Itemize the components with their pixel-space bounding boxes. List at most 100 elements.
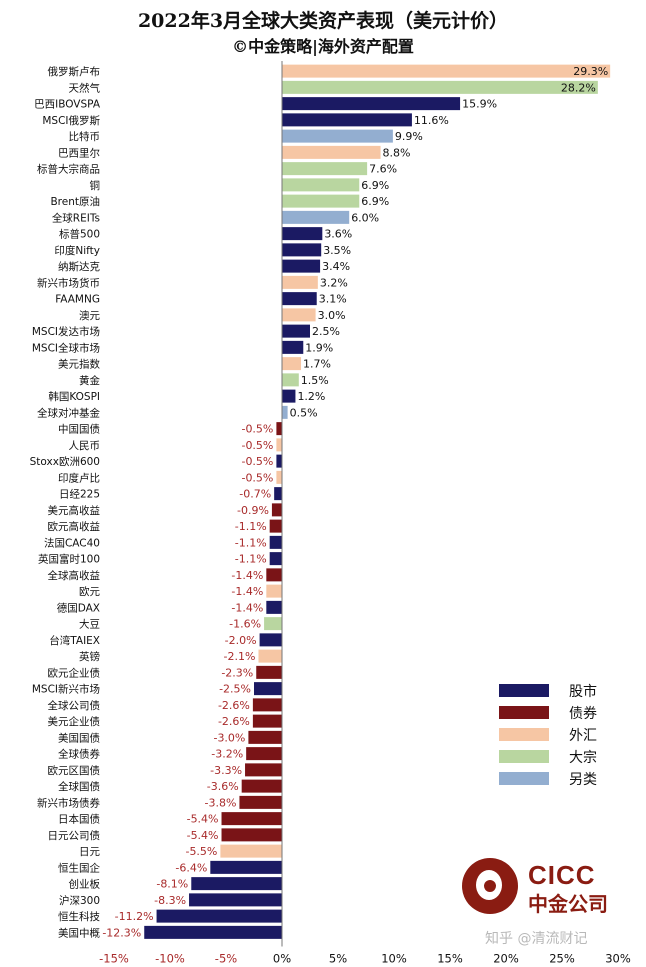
value-label: 3.0% [318,309,346,322]
category-label: 恒生科技 [58,910,100,923]
value-label: -11.2% [115,910,154,923]
bar [258,649,282,663]
bar [282,243,322,257]
legend-label-commodities: 大宗 [569,750,597,766]
value-label: -8.3% [154,894,186,907]
legend-label-stocks: 股市 [569,684,597,700]
category-label: FAAMNG [55,294,100,306]
value-label: 7.6% [369,163,397,176]
watermark: 知乎 @清流财记 [485,931,588,947]
bar [282,113,412,127]
bar [282,162,368,176]
category-label: 巴西IBOVSPA [34,99,101,111]
cicc-logo-mark [462,858,518,914]
bar [269,535,282,549]
bar [252,698,282,712]
legend-label-alternatives: 另类 [569,772,597,788]
bar [241,779,282,793]
bar [245,763,282,777]
cicc-logo: CICC 中金公司 [462,858,632,918]
category-label: 人民币 [69,440,101,452]
category-label: 日经225 [59,488,100,501]
category-label: 欧元区国债 [48,764,101,777]
category-label: 德国DAX [57,601,100,614]
category-label: Stoxx欧洲600 [30,456,100,468]
value-label: 8.8% [383,146,411,159]
value-label: -2.5% [219,683,251,696]
value-label: 3.5% [323,244,351,257]
category-label: Brent原油 [50,195,100,208]
category-label: 美国国债 [58,731,100,744]
value-label: 6.0% [351,211,379,224]
category-label: 全球公司债 [48,699,101,712]
bar [282,259,321,273]
legend-item-fx: 外汇 [499,724,639,746]
bar [282,405,288,419]
value-label: -3.2% [211,748,243,761]
x-tick-label: 20% [493,952,519,966]
bar [276,454,282,468]
value-label: 6.9% [361,179,389,192]
value-label: 15.9% [462,98,497,111]
category-label: 韩国KOSPI [48,390,100,403]
category-label: 全球国债 [58,780,100,793]
bar [221,828,282,842]
cicc-logo-english: CICC [528,860,596,890]
category-label: 美元高收益 [48,504,101,517]
value-label: -0.5% [241,455,273,468]
value-label: 28.2% [561,81,596,94]
category-label: 英镑 [79,650,100,663]
value-label: -1.1% [235,536,267,549]
x-tick-label: 15% [437,952,463,966]
legend-swatch-stocks [499,684,549,697]
bar [266,600,282,614]
bar [276,422,282,436]
category-label: 全球对冲基金 [37,406,100,419]
value-label: 2.5% [312,325,340,338]
legend-item-stocks: 股市 [499,680,639,702]
bar [282,340,304,354]
category-label: 澳元 [79,309,100,322]
value-label: -2.1% [224,650,256,663]
value-label: -0.5% [241,471,273,484]
chart-title: 2022年3月全球大类资产表现（美元计价） [137,10,509,32]
bar [266,584,282,598]
category-label: 印度Nifty [54,244,100,257]
category-label: 台湾TAIEX [49,634,100,647]
value-label: -2.6% [218,715,250,728]
value-label: 6.9% [361,195,389,208]
category-label: 大豆 [79,618,100,631]
value-label: -3.8% [205,796,237,809]
bar [271,503,282,517]
bar [264,617,282,631]
value-label: 1.7% [303,358,331,371]
bar [282,194,360,208]
bar [282,389,296,403]
category-label: MSCI俄罗斯 [42,114,100,127]
bar [189,893,282,907]
category-label: 比特币 [69,130,101,143]
x-tick-label: 10% [381,952,407,966]
value-label: -0.7% [239,488,271,501]
value-label: -1.4% [231,585,263,598]
category-label: 法国CAC40 [44,536,100,549]
x-tick-label: 30% [605,952,631,966]
category-label: 美国中概 [58,926,100,939]
bar [282,97,461,111]
category-label: 巴西里尔 [58,146,100,159]
bar [282,80,598,94]
legend-swatch-fx [499,728,549,741]
bar [220,844,282,858]
value-label: -2.6% [218,699,250,712]
bar [239,795,282,809]
bar [282,145,381,159]
bar [259,633,282,647]
x-tick-label: -15% [99,952,129,966]
value-label: -12.3% [102,926,141,939]
legend-item-alternatives: 另类 [499,768,639,790]
category-label: MSCI新兴市场 [32,683,100,696]
category-label: 俄罗斯卢布 [48,65,101,78]
bar [256,665,282,679]
value-label: 1.2% [297,390,325,403]
value-label: 3.6% [324,228,352,241]
